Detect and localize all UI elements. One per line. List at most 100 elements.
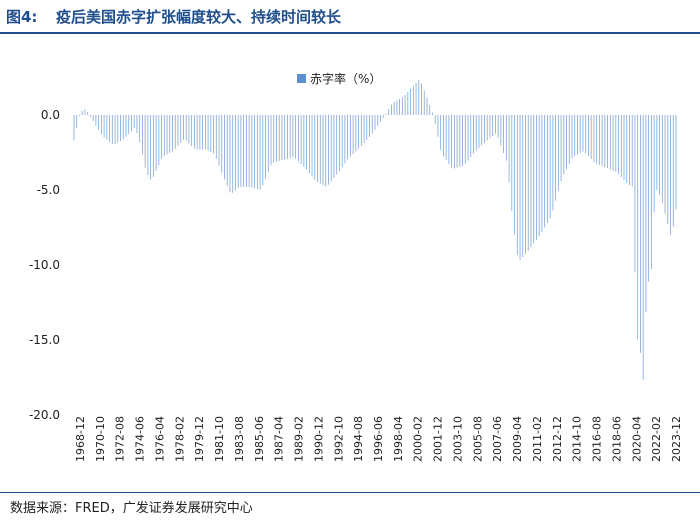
deficit-bar: [311, 115, 313, 177]
deficit-bar: [464, 115, 466, 164]
deficit-bar: [637, 115, 639, 340]
deficit-bar: [462, 115, 463, 167]
x-tick-label: 1994-08: [352, 416, 365, 462]
deficit-bar: [202, 115, 204, 150]
deficit-bar: [114, 115, 116, 144]
deficit-bar: [347, 115, 349, 160]
deficit-bar: [642, 115, 644, 380]
deficit-bar: [434, 115, 436, 124]
x-tick-label: 2012-12: [551, 416, 564, 462]
deficit-bar: [596, 115, 598, 164]
deficit-bar: [481, 115, 483, 146]
deficit-bar: [256, 115, 258, 190]
deficit-bar: [155, 115, 157, 171]
deficit-bar: [519, 115, 521, 260]
x-tick-label: 2000-02: [412, 416, 425, 462]
deficit-bar: [147, 115, 149, 176]
deficit-bar: [270, 115, 272, 166]
deficit-bar: [555, 115, 556, 201]
deficit-bar: [289, 115, 291, 158]
deficit-bar: [536, 115, 537, 240]
deficit-bar: [308, 115, 310, 174]
deficit-bar: [566, 115, 567, 170]
deficit-bar: [328, 115, 329, 185]
deficit-bar: [437, 115, 439, 137]
deficit-bar: [511, 115, 513, 211]
deficit-bar: [276, 115, 277, 162]
deficit-bar: [300, 115, 302, 165]
x-tick-label: 1990-12: [312, 416, 325, 462]
page-title: 疫后美国赤字扩张幅度较大、持续时间较长: [56, 8, 342, 26]
deficit-bar: [333, 115, 335, 178]
deficit-bar: [443, 115, 444, 157]
deficit-bar: [169, 115, 171, 153]
deficit-bar: [352, 115, 354, 155]
deficit-bar: [508, 115, 510, 183]
x-tick-label: 2011-02: [531, 416, 544, 462]
deficit-bar: [262, 115, 264, 186]
deficit-bar: [325, 115, 327, 187]
deficit-bar: [514, 115, 515, 235]
deficit-bar: [459, 115, 461, 167]
deficit-bar: [284, 115, 286, 160]
deficit-bar: [128, 115, 130, 134]
deficit-bar: [426, 97, 428, 115]
deficit-bar: [210, 115, 212, 153]
deficit-bar: [109, 115, 110, 143]
deficit-bar: [319, 115, 321, 184]
deficit-bar: [497, 115, 499, 139]
deficit-bar: [194, 115, 195, 149]
deficit-bar: [144, 115, 146, 168]
deficit-bar: [281, 115, 283, 161]
deficit-bar: [448, 115, 450, 165]
deficit-bar: [522, 115, 524, 257]
deficit-bar: [377, 115, 379, 126]
deficit-bar: [237, 115, 239, 188]
deficit-bar: [87, 112, 89, 115]
deficit-bar: [185, 115, 187, 141]
deficit-bar: [552, 115, 554, 211]
deficit-bar: [76, 115, 78, 129]
deficit-bar: [525, 115, 526, 254]
deficit-bar: [574, 115, 576, 156]
deficit-bar: [265, 115, 266, 179]
bar-series: [73, 79, 677, 380]
x-tick-label: 1972-08: [114, 416, 127, 462]
deficit-bar: [336, 115, 338, 175]
deficit-bar: [503, 115, 505, 154]
deficit-bar: [243, 115, 245, 187]
x-tick-label: 2018-06: [610, 416, 623, 462]
deficit-bar: [675, 115, 677, 210]
deficit-bar: [248, 115, 250, 187]
deficit-bar: [478, 115, 480, 149]
deficit-bar: [133, 115, 135, 128]
deficit-bar: [598, 115, 600, 165]
deficit-bar: [489, 115, 491, 139]
deficit-bar: [486, 115, 488, 141]
deficit-bar: [412, 85, 414, 115]
deficit-bar: [95, 115, 97, 126]
deficit-bar: [166, 115, 168, 155]
deficit-bar: [303, 115, 305, 167]
x-tick-label: 2016-08: [591, 416, 604, 462]
x-tick-label: 1987-04: [273, 416, 286, 462]
deficit-bar: [541, 115, 543, 232]
x-tick-label: 1970-10: [94, 416, 107, 462]
deficit-bar: [645, 115, 647, 313]
deficit-bar: [161, 115, 162, 159]
deficit-bar: [150, 115, 152, 180]
deficit-bar: [183, 115, 184, 140]
x-tick-label: 2005-08: [471, 416, 484, 462]
deficit-bar: [467, 115, 469, 161]
deficit-bar: [585, 115, 587, 154]
deficit-bar: [245, 115, 247, 187]
legend-swatch: [297, 74, 306, 83]
deficit-bar: [98, 115, 100, 131]
deficit-bar: [620, 115, 622, 178]
deficit-bar: [278, 115, 280, 161]
deficit-bar: [360, 115, 362, 146]
x-tick-label: 2023-12: [670, 416, 683, 462]
x-tick-label: 1998-04: [392, 416, 405, 462]
deficit-bar: [391, 104, 392, 115]
deficit-bar: [125, 115, 127, 137]
